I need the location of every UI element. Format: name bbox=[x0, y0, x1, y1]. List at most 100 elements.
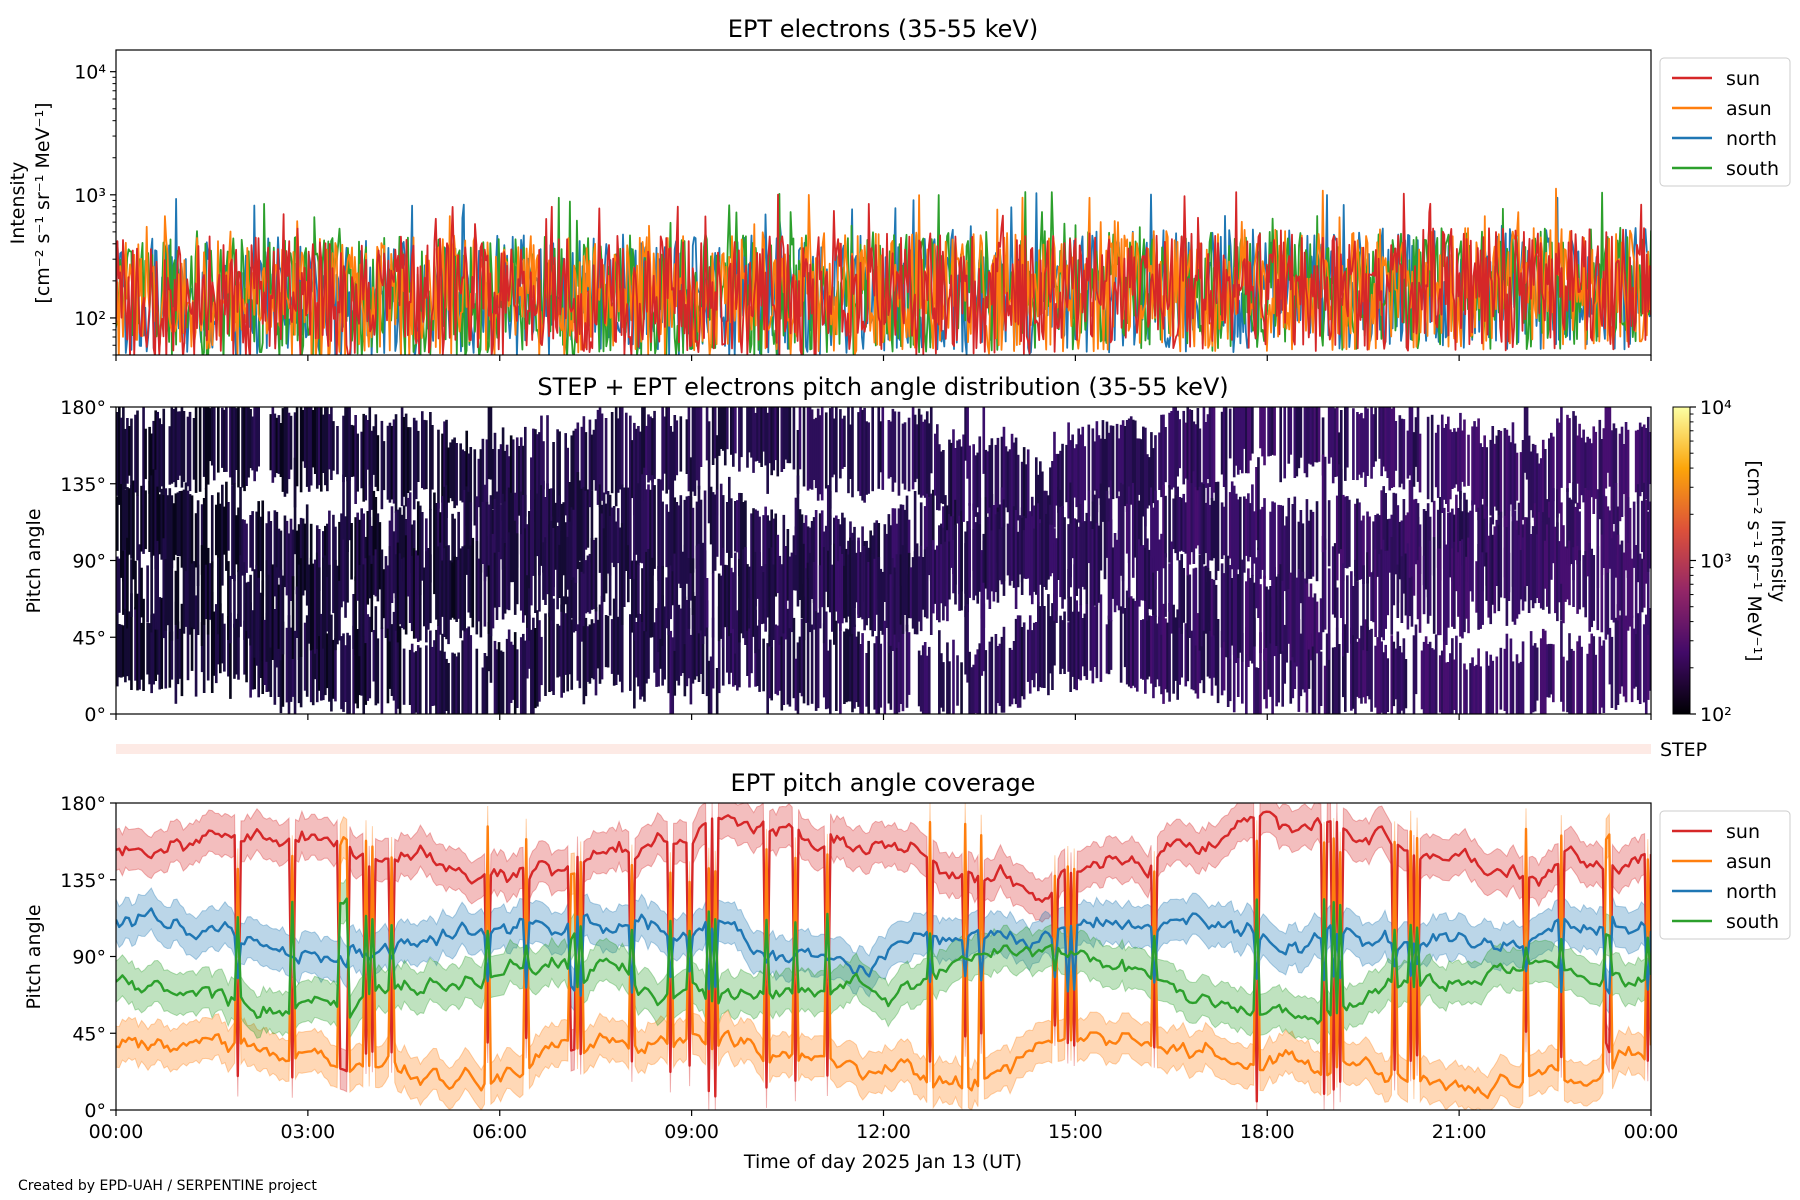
heatmap-cell bbox=[1566, 488, 1569, 565]
heatmap-cell bbox=[479, 499, 483, 573]
heatmap-cell bbox=[1016, 615, 1020, 708]
heatmap-cell bbox=[925, 493, 929, 579]
heatmap-cell bbox=[1384, 644, 1388, 714]
heatmap-cell bbox=[1380, 490, 1383, 593]
heatmap-cell bbox=[1402, 419, 1406, 490]
heatmap-cell bbox=[1523, 517, 1527, 587]
heatmap-cell bbox=[206, 547, 210, 635]
heatmap-cell bbox=[705, 578, 709, 628]
heatmap-cell bbox=[616, 508, 620, 564]
heatmap-cell bbox=[481, 438, 485, 524]
heatmap-cell bbox=[970, 667, 973, 714]
heatmap-cell bbox=[1026, 523, 1030, 579]
heatmap-cell bbox=[497, 505, 501, 560]
colorbar-tick-label: 10² bbox=[1700, 704, 1732, 726]
heatmap-cell bbox=[477, 558, 481, 622]
heatmap-cell bbox=[1075, 519, 1078, 596]
heatmap-cell bbox=[1440, 650, 1444, 714]
heatmap-cell bbox=[1374, 549, 1377, 637]
heatmap-cell bbox=[305, 407, 309, 487]
heatmap-cell bbox=[124, 489, 127, 567]
colorbar-tick-label: 10³ bbox=[1700, 551, 1732, 573]
heatmap-cell bbox=[1618, 615, 1622, 694]
heatmap-cell bbox=[1323, 665, 1327, 714]
heatmap-cell bbox=[952, 639, 955, 714]
heatmap-cell bbox=[457, 652, 460, 714]
heatmap-cell bbox=[927, 496, 931, 576]
heatmap-cell bbox=[1477, 544, 1480, 630]
heatmap-cell bbox=[1483, 518, 1486, 567]
heatmap-cell bbox=[309, 523, 313, 589]
heatmap-cell bbox=[952, 539, 955, 594]
heatmap-cell bbox=[1533, 444, 1537, 521]
heatmap-cell bbox=[1202, 407, 1206, 502]
heatmap-cell bbox=[120, 484, 123, 578]
heatmap-cell bbox=[1123, 608, 1127, 668]
heatmap-cell bbox=[408, 649, 412, 705]
heatmap-cell bbox=[515, 437, 519, 525]
panel-intensity-plot bbox=[116, 187, 1651, 355]
heatmap-cell bbox=[431, 646, 434, 706]
heatmap-cell bbox=[1073, 610, 1076, 690]
heatmap-cell bbox=[746, 407, 749, 468]
heatmap-cell bbox=[148, 426, 151, 494]
heatmap-cell bbox=[309, 407, 313, 486]
heatmap-cell bbox=[713, 494, 717, 571]
heatmap-cell bbox=[1382, 486, 1385, 584]
heatmap-cell bbox=[475, 648, 479, 714]
heatmap-cell bbox=[715, 435, 719, 516]
heatmap-cell bbox=[1327, 407, 1331, 464]
heatmap-cell bbox=[1180, 626, 1184, 678]
heatmap-cell bbox=[568, 521, 572, 624]
heatmap-cell bbox=[1600, 487, 1604, 576]
heatmap-cell bbox=[1333, 647, 1337, 714]
heatmap-cell bbox=[913, 491, 917, 584]
heatmap-cell bbox=[978, 524, 982, 592]
heatmap-cell bbox=[168, 556, 172, 632]
heatmap-cell bbox=[841, 418, 844, 469]
heatmap-cell bbox=[839, 546, 842, 631]
heatmap-cell bbox=[1479, 666, 1482, 714]
heatmap-cell bbox=[717, 573, 721, 642]
heatmap-cell bbox=[1275, 624, 1278, 707]
heatmap-cell bbox=[1451, 638, 1454, 714]
heatmap-cell bbox=[889, 635, 893, 710]
heatmap-cell bbox=[501, 538, 505, 620]
heatmap-cell bbox=[174, 601, 178, 704]
heatmap-cell bbox=[328, 414, 331, 470]
heatmap-cell bbox=[750, 569, 753, 628]
heatmap-cell bbox=[1184, 502, 1188, 554]
heatmap-cell bbox=[208, 563, 212, 620]
heatmap-cell bbox=[649, 548, 652, 638]
heatmap-cell bbox=[824, 611, 828, 710]
heatmap-cell bbox=[530, 629, 533, 714]
heatmap-cell bbox=[485, 501, 489, 577]
heatmap-cell bbox=[1243, 496, 1246, 573]
heatmap-cell bbox=[528, 511, 531, 589]
heatmap-cell bbox=[1582, 429, 1585, 503]
heatmap-cell bbox=[188, 558, 192, 635]
heatmap-cell bbox=[1420, 650, 1424, 710]
heatmap-cell bbox=[1519, 661, 1523, 714]
heatmap-cell bbox=[1186, 407, 1190, 500]
heatmap-cell bbox=[711, 617, 715, 689]
heatmap-cell bbox=[400, 558, 404, 628]
heatmap-cell bbox=[358, 565, 361, 657]
heatmap-cell bbox=[572, 430, 576, 526]
heatmap-cell bbox=[1160, 414, 1163, 498]
heatmap-cell bbox=[1014, 437, 1018, 538]
heatmap-cell bbox=[671, 478, 675, 572]
heatmap-cell bbox=[192, 561, 196, 630]
heatmap-cell bbox=[620, 598, 624, 693]
heatmap-cell bbox=[1321, 454, 1325, 553]
heatmap-cell bbox=[204, 487, 208, 583]
heatmap-cell bbox=[590, 619, 594, 679]
heatmap-cell bbox=[810, 624, 814, 704]
heatmap-cell bbox=[1053, 593, 1056, 666]
heatmap-cell bbox=[523, 426, 527, 517]
heatmap-cell bbox=[721, 407, 725, 451]
heatmap-cell bbox=[1606, 407, 1610, 473]
heatmap-cell bbox=[651, 418, 654, 483]
x-tick-label: 00:00 bbox=[1624, 1121, 1679, 1143]
heatmap-cell bbox=[1335, 407, 1339, 477]
